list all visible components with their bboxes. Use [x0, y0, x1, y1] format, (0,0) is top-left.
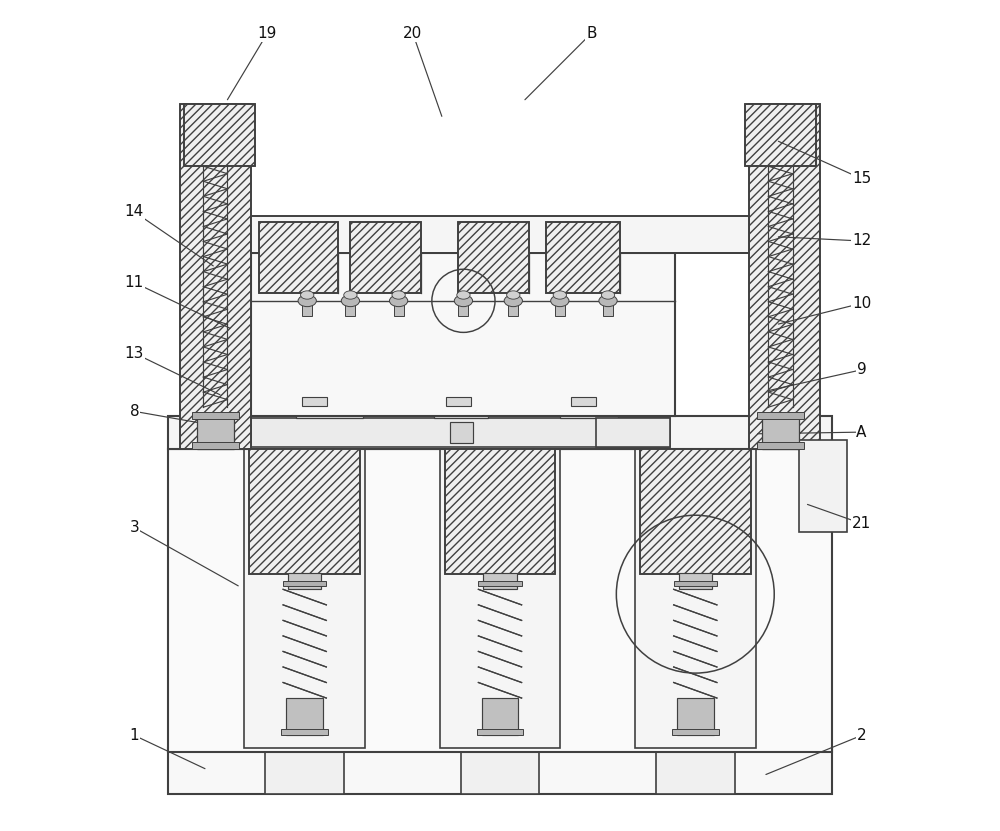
Ellipse shape	[551, 295, 569, 307]
Bar	[168, 748, 832, 794]
Bar	[546, 222, 620, 293]
Text: A: A	[856, 425, 867, 440]
Bar	[571, 397, 596, 406]
Bar	[560, 406, 618, 418]
Ellipse shape	[298, 295, 316, 307]
Bar	[288, 573, 321, 589]
Bar	[482, 698, 518, 735]
Bar	[302, 397, 327, 406]
Bar	[296, 406, 363, 418]
Bar	[302, 301, 312, 316]
Text: 12: 12	[852, 234, 871, 248]
Bar	[450, 422, 473, 443]
Ellipse shape	[553, 291, 566, 299]
Ellipse shape	[507, 291, 520, 299]
Bar	[745, 104, 816, 166]
Text: 19: 19	[258, 26, 277, 41]
Text: 21: 21	[852, 516, 871, 531]
Bar	[249, 449, 360, 574]
Bar	[168, 416, 832, 449]
Bar	[192, 412, 239, 419]
Text: 20: 20	[403, 26, 422, 41]
Bar	[672, 729, 719, 735]
Ellipse shape	[392, 291, 405, 299]
Text: 2: 2	[857, 728, 866, 743]
Bar	[799, 440, 847, 532]
Bar	[458, 222, 529, 293]
Bar	[508, 301, 518, 316]
Bar	[445, 449, 555, 574]
Ellipse shape	[344, 291, 357, 299]
Ellipse shape	[389, 295, 408, 307]
Text: 8: 8	[130, 404, 139, 419]
Bar	[458, 301, 468, 316]
Ellipse shape	[457, 291, 470, 299]
Bar	[281, 729, 328, 735]
Bar	[394, 301, 404, 316]
Ellipse shape	[504, 295, 522, 307]
Bar	[757, 442, 804, 449]
Bar	[244, 449, 365, 748]
Bar	[762, 414, 799, 449]
Text: 13: 13	[125, 346, 144, 361]
Bar	[446, 397, 471, 406]
Bar	[478, 581, 522, 586]
Bar	[350, 222, 421, 293]
Bar	[259, 222, 338, 293]
Bar	[640, 449, 751, 574]
Bar	[249, 449, 360, 574]
Bar	[445, 449, 555, 574]
Bar	[461, 744, 539, 794]
Bar	[434, 406, 488, 418]
Bar	[168, 449, 832, 752]
Bar	[192, 442, 239, 449]
Bar	[677, 698, 714, 735]
Bar	[749, 104, 820, 449]
Bar	[345, 301, 355, 316]
Text: 15: 15	[852, 171, 871, 186]
Bar	[350, 222, 421, 293]
Text: 1: 1	[130, 728, 139, 743]
Bar	[251, 216, 749, 253]
Bar	[596, 418, 670, 447]
Ellipse shape	[301, 291, 314, 299]
Bar	[656, 744, 735, 794]
Bar	[635, 449, 756, 748]
Bar	[674, 581, 717, 586]
Bar	[251, 253, 675, 416]
Ellipse shape	[341, 295, 360, 307]
Bar	[458, 222, 529, 293]
Bar	[180, 104, 251, 449]
Bar	[184, 104, 255, 166]
Bar	[440, 449, 560, 748]
Bar	[197, 414, 234, 449]
Bar	[555, 301, 565, 316]
Bar	[180, 104, 251, 449]
Bar	[477, 729, 523, 735]
Bar	[286, 698, 323, 735]
Text: 14: 14	[125, 204, 144, 219]
Text: 3: 3	[129, 520, 139, 535]
Bar	[757, 412, 804, 419]
Bar	[283, 581, 326, 586]
Text: B: B	[586, 26, 597, 41]
Bar	[259, 222, 338, 293]
Text: 10: 10	[852, 296, 871, 311]
Bar	[679, 573, 712, 589]
Bar	[483, 573, 517, 589]
Text: 11: 11	[125, 275, 144, 290]
Bar	[184, 104, 255, 166]
Ellipse shape	[601, 291, 615, 299]
Bar	[745, 104, 816, 166]
Ellipse shape	[454, 295, 473, 307]
Bar	[546, 222, 620, 293]
Bar	[251, 418, 670, 447]
Bar	[603, 301, 613, 316]
Bar	[749, 104, 820, 449]
Bar	[640, 449, 751, 574]
Bar	[265, 744, 344, 794]
Text: 9: 9	[857, 362, 866, 377]
Ellipse shape	[599, 295, 617, 307]
